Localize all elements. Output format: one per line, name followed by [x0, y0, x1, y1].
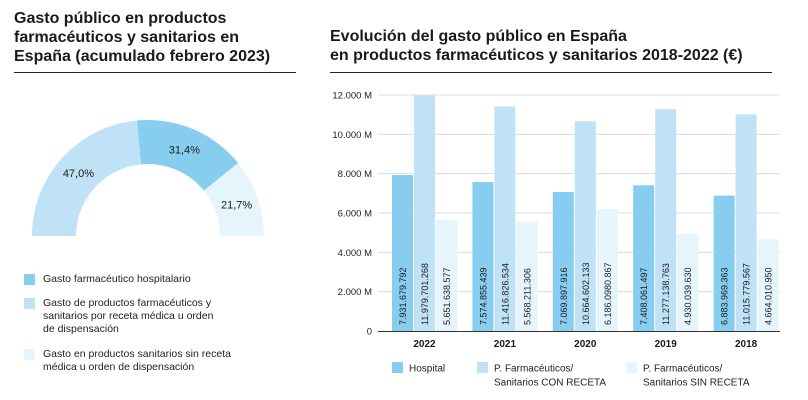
bar — [757, 239, 779, 331]
bar — [516, 221, 538, 331]
x-category-label: 2018 — [735, 339, 758, 350]
bar — [436, 219, 457, 331]
bar-value-label: 6.883.969.363 — [720, 267, 730, 325]
donut-title-line: España (acumulado febrero 2023) — [14, 48, 271, 65]
bar-value-label: 11.979.701.268 — [420, 263, 430, 325]
legend-swatch — [477, 362, 488, 373]
donut-slice — [203, 162, 264, 236]
y-tick-label: 12.000 M — [332, 91, 372, 102]
x-category-label: 2022 — [413, 339, 436, 350]
legend-label: Hospital — [409, 364, 445, 375]
legend-label: Gasto en productos sanitarios sin receta… — [43, 348, 231, 373]
donut-legend-item: Gasto en productos sanitarios sin receta… — [24, 348, 231, 374]
bar — [735, 114, 757, 331]
bar — [392, 175, 413, 331]
x-category-label: 2021 — [494, 339, 517, 350]
bar-value-label: 4.664.010.950 — [764, 267, 774, 325]
donut-legend-item: Gasto de productos farmacéuticos y sanit… — [24, 297, 213, 336]
bar — [472, 182, 494, 331]
bar-value-label: 4.930.039.630 — [683, 267, 693, 325]
donut-title: Gasto público en productos farmacéuticos… — [14, 9, 270, 66]
bar-value-label: 5.568.211.306 — [522, 268, 532, 325]
donut-legend-item: Gasto farmacéutico hospitalario — [24, 273, 191, 286]
bar-value-label: 10.664.602.133 — [581, 262, 591, 325]
legend-swatch — [392, 362, 403, 373]
bar-value-label: 7.069.897.916 — [559, 267, 569, 325]
bar-title-rule — [330, 72, 772, 73]
bar — [552, 191, 574, 331]
bar — [677, 234, 699, 331]
y-tick-label: 6.000 M — [338, 209, 372, 220]
legend-label: Gasto de productos farmacéuticos y sanit… — [43, 297, 214, 335]
bar-chart-title: Evolución del gasto público en España en… — [330, 27, 743, 65]
legend-label: P. Farmacéuticos/ — [643, 364, 723, 375]
legend-label: Gasto farmacéutico hospitalario — [43, 273, 191, 285]
bar-value-label: 5.651.638.577 — [442, 267, 452, 325]
bar — [633, 185, 655, 331]
bar-value-label: 11.015.779.567 — [742, 263, 752, 325]
legend-label: Sanitarios SIN RECETA — [643, 378, 750, 389]
y-tick-label: 4.000 M — [338, 248, 372, 259]
bar-title-line: en productos farmacéuticos y sanitarios … — [330, 47, 743, 64]
x-category-label: 2019 — [655, 339, 678, 350]
y-tick-label: 8.000 M — [338, 169, 372, 180]
bar — [574, 121, 596, 332]
donut-title-line: farmacéuticos y sanitarios en — [14, 29, 239, 46]
donut-slice-label: 47,0% — [63, 168, 94, 180]
donut-slice-label: 21,7% — [221, 200, 252, 212]
donut-slice-label: 31,4% — [169, 144, 200, 156]
donut-title-line: Gasto público en productos — [14, 10, 227, 27]
donut-slice — [136, 120, 239, 191]
legend-swatch — [24, 274, 35, 285]
legend-swatch — [24, 349, 35, 360]
bar-value-label: 11.277.138.763 — [661, 263, 671, 325]
legend-label: Sanitarios CON RECETA — [494, 378, 606, 389]
bar-value-label: 11.416.826.534 — [500, 263, 510, 325]
bar — [596, 209, 618, 331]
y-tick-label: 0 — [367, 327, 372, 338]
legend-label: P. Farmacéuticos/ — [494, 364, 574, 375]
bar-value-label: 7.931.679.792 — [398, 267, 408, 325]
bar — [655, 109, 677, 331]
legend-swatch — [626, 362, 637, 373]
y-tick-label: 10.000 M — [332, 130, 372, 141]
bar — [494, 106, 516, 331]
bar-value-label: 6.186.0980.867 — [603, 262, 613, 325]
x-category-label: 2020 — [574, 339, 597, 350]
bar — [713, 195, 735, 331]
legend-swatch — [24, 298, 35, 309]
bar-value-label: 7.574.855.439 — [478, 267, 488, 325]
donut-title-rule — [14, 72, 296, 73]
y-tick-label: 2.000 M — [338, 287, 372, 298]
bar-value-label: 7.408.061.497 — [639, 267, 649, 325]
donut-slice — [32, 120, 142, 236]
bar — [414, 95, 435, 332]
bar-title-line: Evolución del gasto público en España — [330, 28, 627, 45]
